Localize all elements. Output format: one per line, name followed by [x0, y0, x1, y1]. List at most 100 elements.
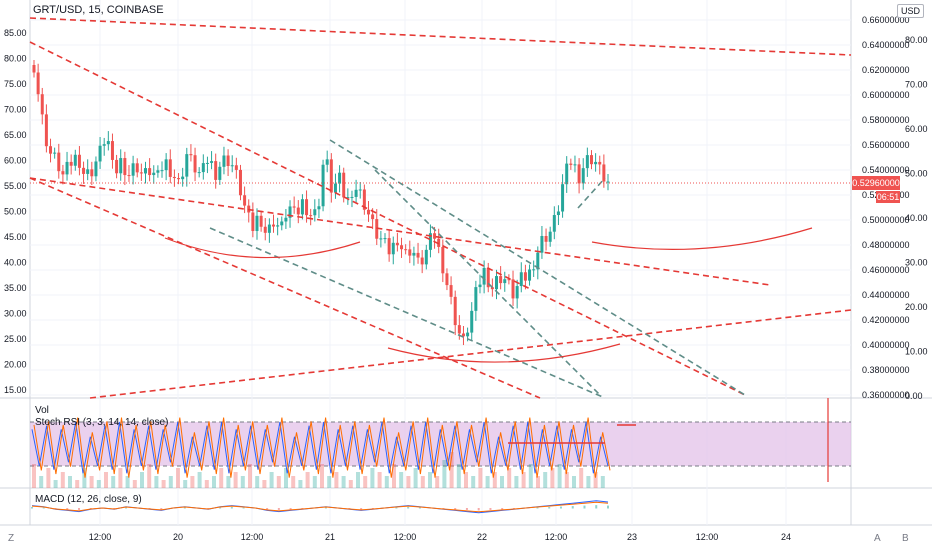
candle-body — [453, 296, 457, 326]
candle-body — [255, 215, 259, 232]
volume-bar — [248, 464, 252, 488]
candle-body — [478, 284, 482, 288]
candle-body — [164, 159, 168, 171]
candle-body — [445, 273, 449, 286]
candle-body — [98, 145, 102, 162]
left-tick-label: 85.00 — [4, 28, 27, 38]
macd-histogram-bar — [89, 508, 92, 509]
candle-body — [69, 161, 73, 166]
macd-histogram-bar — [113, 508, 116, 509]
arc-annotation — [591, 227, 813, 250]
arc-annotation — [164, 237, 361, 259]
volume-bar — [39, 476, 44, 488]
time-tick-label: 20 — [173, 532, 183, 542]
volume-bar — [593, 472, 598, 488]
candle-body — [288, 206, 292, 218]
candle-body — [449, 285, 453, 297]
macd-histogram-bar — [583, 505, 586, 509]
volume-bar — [341, 476, 346, 488]
candle-body — [86, 169, 90, 174]
macd-histogram-bar — [559, 506, 562, 509]
volume-bar — [320, 464, 324, 488]
osc-tick-label: 40.00 — [905, 213, 928, 223]
candle-body — [218, 166, 222, 180]
volume-bar — [226, 476, 231, 488]
last-price-value: 0.52960000 — [852, 178, 900, 188]
volume-bar — [564, 472, 569, 488]
candle-body — [214, 161, 218, 180]
volume-bar — [356, 472, 360, 488]
candle-body — [106, 141, 110, 145]
stoch-k-line — [31, 421, 609, 474]
candle-body — [528, 269, 532, 281]
macd-histogram-bar — [454, 508, 457, 510]
price-tick-label: 0.48000000 — [862, 240, 910, 250]
macd-histogram-bar — [548, 507, 551, 509]
left-tick-label: 60.00 — [4, 156, 27, 166]
volume-bar — [442, 460, 447, 488]
osc-tick-label: 70.00 — [905, 80, 928, 90]
volume-bar — [550, 468, 555, 488]
left-tick-label: 20.00 — [4, 360, 27, 370]
price-tick-label: 0.38000000 — [862, 365, 910, 375]
macd-histogram-bar — [442, 508, 445, 509]
osc-tick-label: 20.00 — [905, 302, 928, 312]
volume-bar — [579, 468, 584, 488]
price-tick-label: 0.50000000 — [862, 215, 910, 225]
volume-bar — [46, 468, 51, 488]
candle-body — [490, 287, 494, 290]
candle-body — [267, 224, 271, 233]
volume-bar — [298, 480, 303, 488]
zoom-button[interactable]: Z — [8, 533, 15, 544]
candle-body — [234, 165, 238, 170]
macd-histogram-bar — [489, 508, 492, 510]
left-tick-label: 35.00 — [4, 283, 27, 293]
macd-histogram-bar — [371, 508, 374, 509]
candle-body — [168, 159, 172, 177]
volume-bar — [471, 476, 476, 488]
stoch-d-line — [33, 417, 611, 478]
volume-bar — [140, 472, 144, 488]
macd-histogram-bar — [477, 508, 480, 511]
candle-body — [313, 209, 317, 216]
candle-body — [210, 161, 214, 163]
macd-histogram-bar — [31, 507, 33, 509]
trend-line — [209, 227, 606, 399]
left-tick-label: 45.00 — [4, 232, 27, 242]
macd-histogram-bar — [277, 508, 280, 510]
macd-histogram-bar — [66, 508, 69, 510]
candle-body — [507, 279, 511, 281]
candle-body — [276, 225, 280, 227]
macd-histogram-bar — [242, 507, 245, 509]
scale-mode-button[interactable]: B — [902, 533, 909, 544]
candle-body — [189, 154, 193, 156]
volume-bar — [377, 472, 382, 488]
candle-body — [305, 199, 309, 216]
candle-body — [577, 164, 581, 184]
candle-body — [135, 163, 139, 173]
volume-bar — [557, 464, 562, 488]
volume-bar — [586, 476, 591, 488]
candle-body — [569, 163, 573, 165]
time-tick-label: 23 — [627, 532, 637, 542]
candle-body — [552, 215, 556, 232]
volume-bar — [478, 468, 483, 488]
osc-tick-label: 0.00 — [905, 391, 923, 401]
volume-bar — [161, 480, 166, 488]
currency-badge[interactable]: USD — [897, 4, 925, 18]
candle-body — [143, 168, 147, 174]
macd-histogram-bar — [289, 508, 292, 510]
volume-bar — [485, 476, 490, 488]
candle-body — [148, 168, 152, 176]
candle-body — [420, 257, 424, 265]
macd-histogram-bar — [301, 508, 304, 509]
candle-body — [160, 170, 164, 172]
candle-body — [441, 246, 445, 274]
candle-body — [598, 161, 602, 165]
time-tick-label: 22 — [477, 532, 487, 542]
auto-scale-button[interactable]: A — [874, 533, 881, 544]
candle-body — [317, 206, 321, 210]
candle-body — [395, 242, 399, 246]
time-tick-label: 12:00 — [696, 532, 719, 542]
